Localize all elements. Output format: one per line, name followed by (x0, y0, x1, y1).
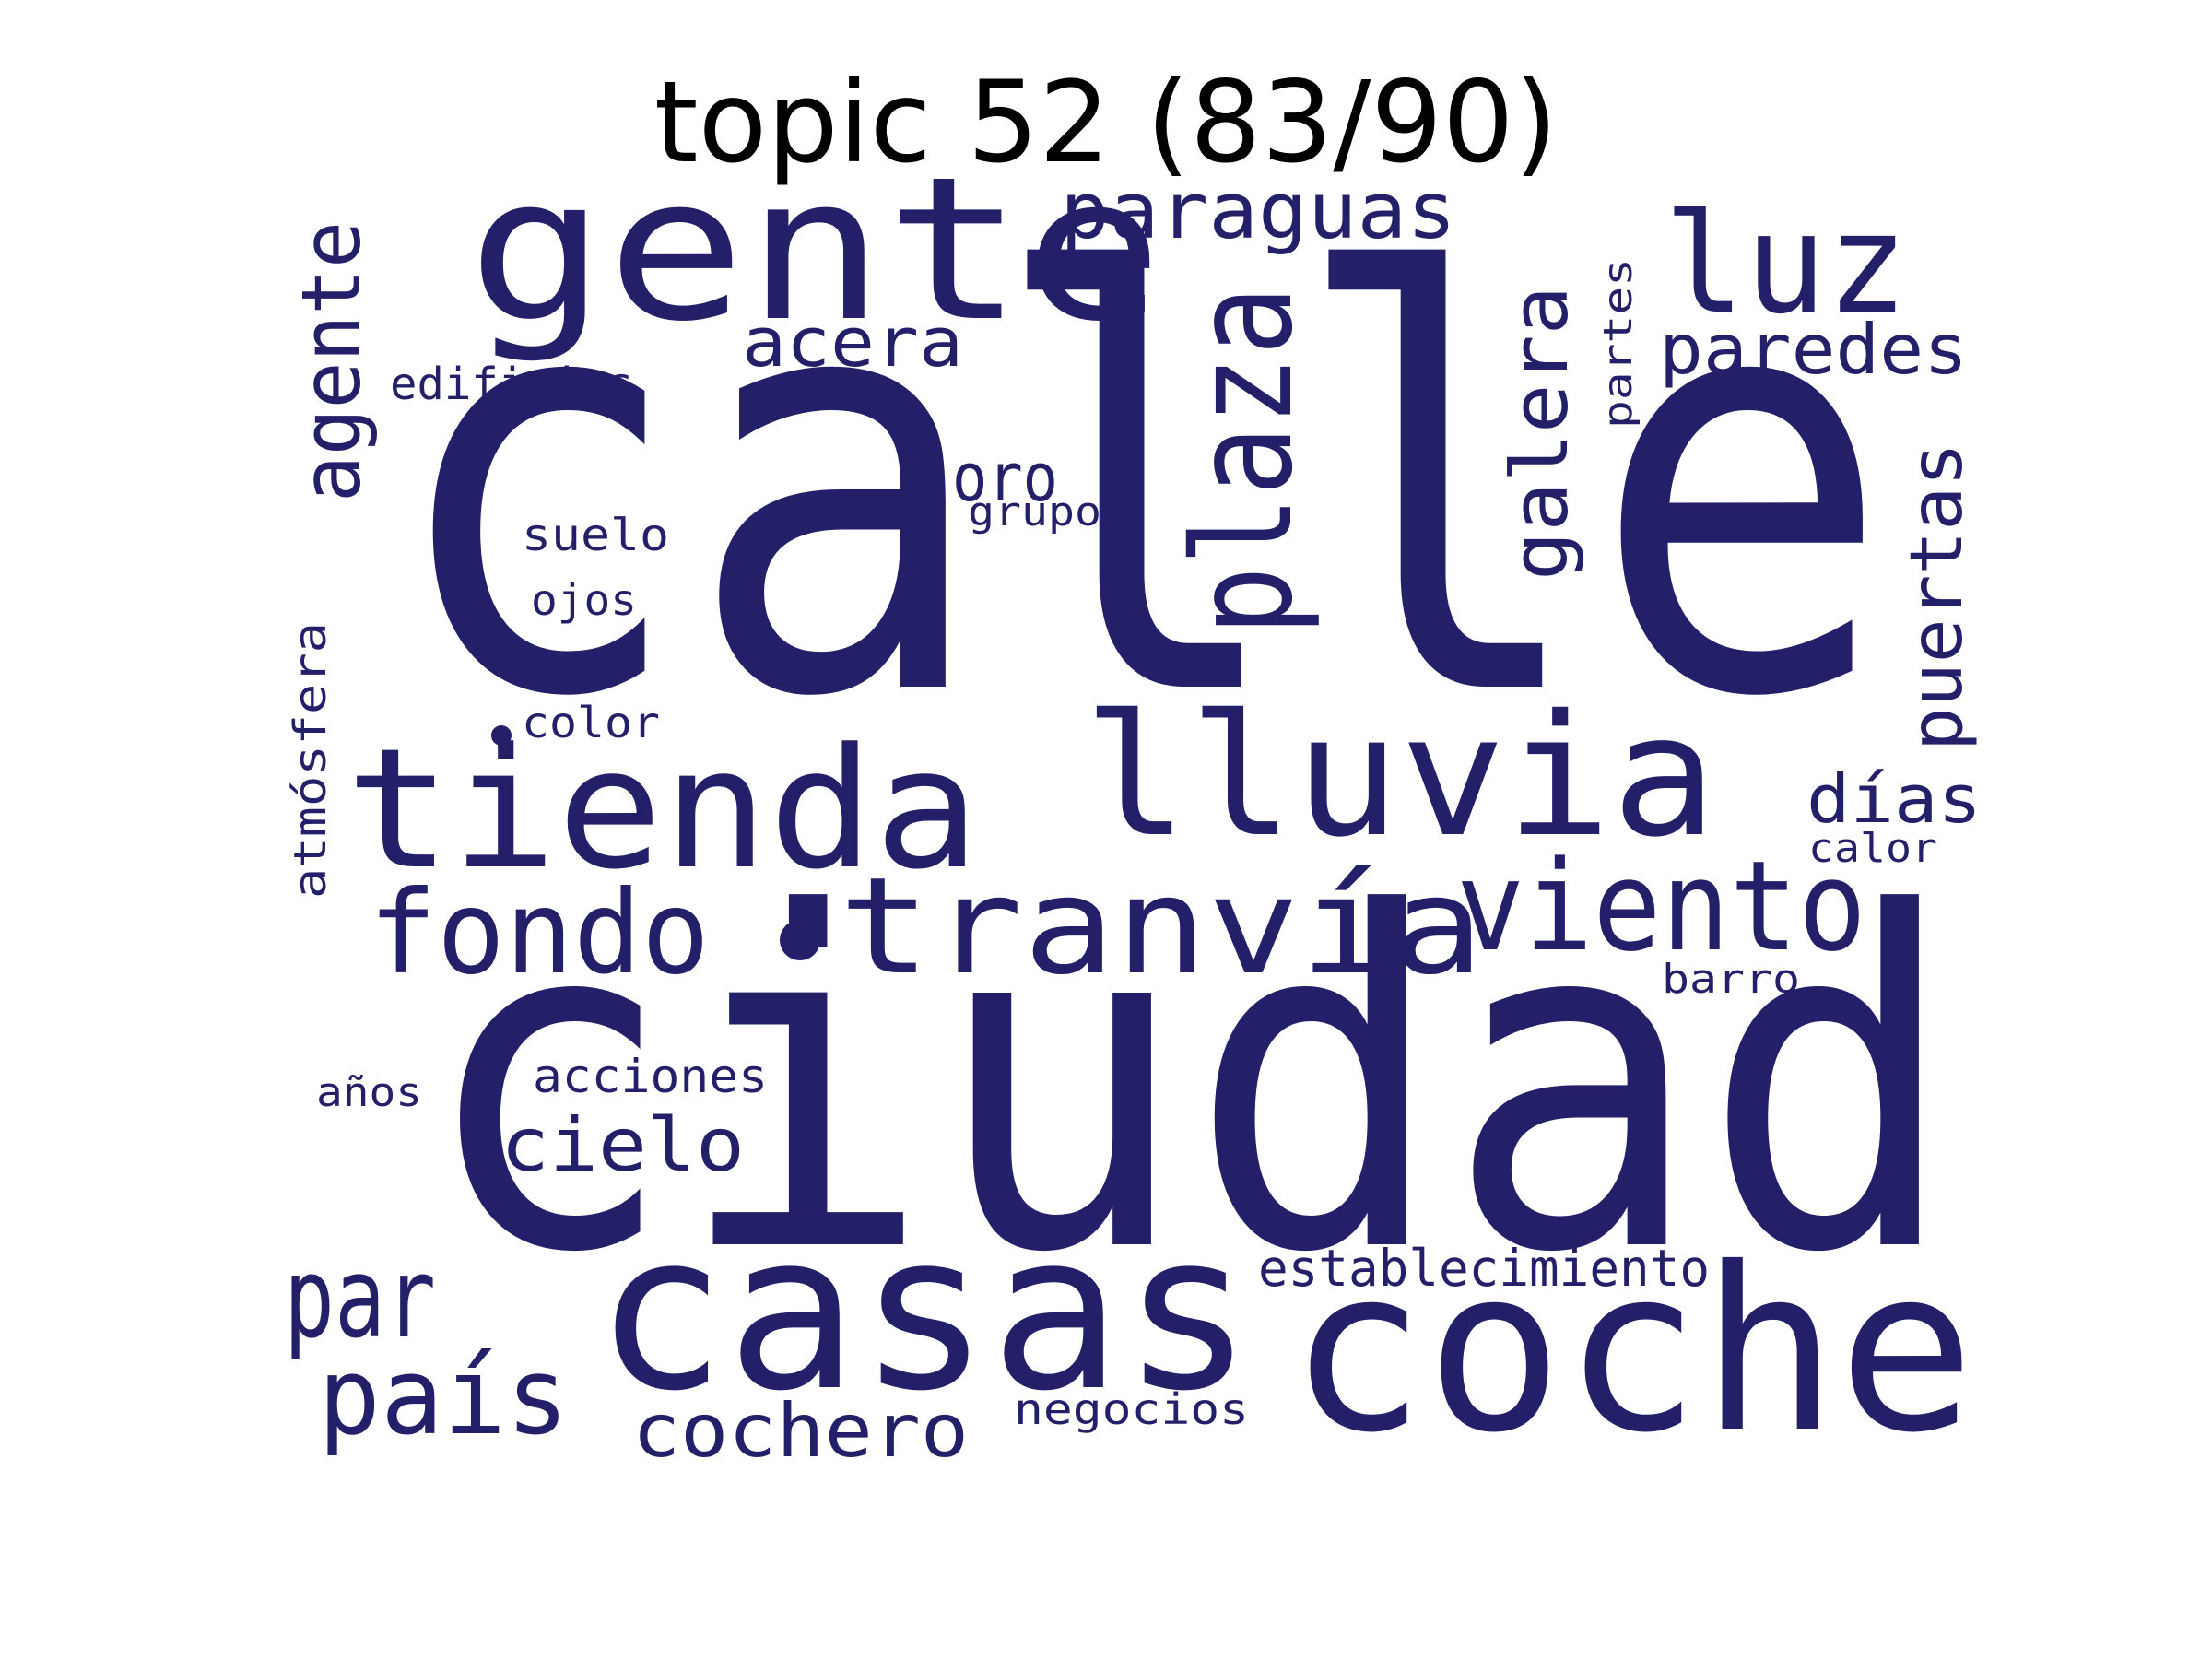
word-33: grupo (968, 488, 1101, 535)
word-26: atmósfera (285, 622, 336, 899)
word-21: acera (742, 303, 963, 382)
word-8: plaza (1164, 286, 1323, 636)
dot-mark-0 (491, 725, 512, 746)
word-18: cochero (632, 1388, 969, 1474)
word-4: gente (467, 134, 1163, 365)
word-20: paredes (1659, 309, 1968, 390)
word-1: ciudad (419, 817, 1959, 1353)
word-9: luz (1664, 184, 1908, 345)
word-27: edificios (390, 359, 634, 410)
word-7: tranvía (839, 849, 1484, 1005)
word-22: oro (952, 439, 1058, 516)
word-23: días (1806, 760, 1982, 838)
word-2: coche (1288, 1219, 1975, 1482)
word-17: paraguas (1060, 166, 1456, 257)
word-10: viento (1456, 834, 1866, 979)
word-5: tienda (346, 713, 980, 906)
word-34: calor (1808, 825, 1937, 872)
word-32: color (522, 698, 660, 747)
word-35: barro (1662, 956, 1800, 1003)
word-12: par (284, 1235, 436, 1363)
word-36: años (316, 1069, 422, 1116)
word-29: negocios (1014, 1384, 1249, 1434)
word-6: lluvia (1083, 678, 1717, 874)
word-3: casas (594, 1187, 1253, 1439)
word-16: puertas (1896, 442, 1979, 751)
word-15: galera (1495, 286, 1586, 581)
word-31: ojos (531, 575, 637, 625)
word-0: calle (385, 158, 1892, 822)
dot-mark-1 (780, 920, 820, 960)
chart-title: topic 52 (83/90) (653, 57, 1559, 188)
word-30: partes (1595, 258, 1641, 429)
word-24: establecimiento (1258, 1239, 1710, 1298)
word-19: cielo (500, 1102, 745, 1188)
word-13: país (318, 1335, 569, 1459)
word-28: suelo (522, 510, 669, 561)
word-25: acciones (533, 1050, 768, 1103)
word-14: agente (284, 221, 379, 502)
word-11: fondo (369, 866, 710, 1000)
